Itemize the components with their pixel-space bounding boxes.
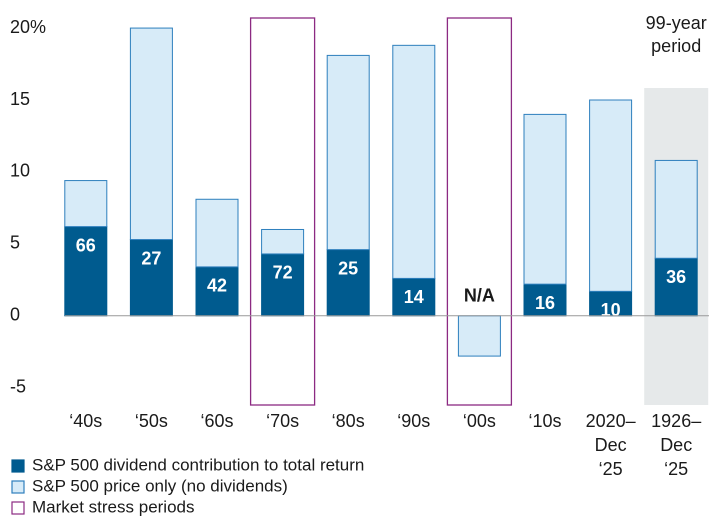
bar-segment xyxy=(64,226,108,317)
legend-swatch xyxy=(11,480,25,494)
bar-segment xyxy=(326,249,370,317)
stress-period-box xyxy=(446,17,513,406)
y-tick-label: 10 xyxy=(10,161,30,181)
bar-segment xyxy=(326,54,370,251)
data-label: 10 xyxy=(601,300,621,320)
bar-segment xyxy=(654,159,698,259)
bar-segment xyxy=(129,27,173,241)
bar-segment xyxy=(261,228,305,255)
data-label: 36 xyxy=(666,267,686,287)
shaded-period-label: 99-year period xyxy=(646,13,707,56)
bar-segment xyxy=(64,180,108,228)
legend-swatch xyxy=(11,459,25,473)
y-tick-label: 0 xyxy=(10,305,20,325)
y-tick-label: 15 xyxy=(10,89,30,109)
stress-period-box xyxy=(249,17,316,406)
legend-label: S&P 500 price only (no dividends) xyxy=(32,476,288,495)
data-label: 72 xyxy=(273,263,293,283)
legend-label: Market stress periods xyxy=(32,497,195,516)
bar-segment xyxy=(195,266,239,317)
legend-swatch xyxy=(11,501,25,515)
data-label: 16 xyxy=(535,293,555,313)
data-label: 66 xyxy=(76,235,96,255)
data-label: N/A xyxy=(464,286,495,306)
legend-label: S&P 500 dividend contribution to total r… xyxy=(32,455,364,474)
bar-segment xyxy=(523,113,567,285)
y-tick-label: -5 xyxy=(10,376,26,396)
x-tick-label: ‘40s xyxy=(69,411,102,431)
bar-segment xyxy=(589,99,633,292)
data-label: 25 xyxy=(338,258,358,278)
y-tick-label: 5 xyxy=(10,233,20,253)
x-tick-label: ‘10s xyxy=(528,411,561,431)
data-label: 42 xyxy=(207,276,227,296)
x-tick-label: ‘80s xyxy=(332,411,365,431)
x-tick-label: ‘00s xyxy=(463,411,496,431)
x-tick-label: 2020– Dec ‘25 xyxy=(586,411,636,479)
x-tick-label: ‘70s xyxy=(266,411,299,431)
bar-segment xyxy=(457,315,501,357)
x-tick-label: ‘90s xyxy=(397,411,430,431)
bar-segment xyxy=(654,257,698,317)
x-tick-label: 1926– Dec ‘25 xyxy=(651,411,701,479)
data-label: 27 xyxy=(141,248,161,268)
bar-segment xyxy=(523,283,567,317)
bar-segment xyxy=(195,198,239,268)
x-tick-label: ‘60s xyxy=(200,411,233,431)
bar-segment xyxy=(392,44,436,279)
y-tick-label: 20% xyxy=(10,17,46,37)
x-tick-label: ‘50s xyxy=(135,411,168,431)
data-label: 14 xyxy=(404,287,424,307)
